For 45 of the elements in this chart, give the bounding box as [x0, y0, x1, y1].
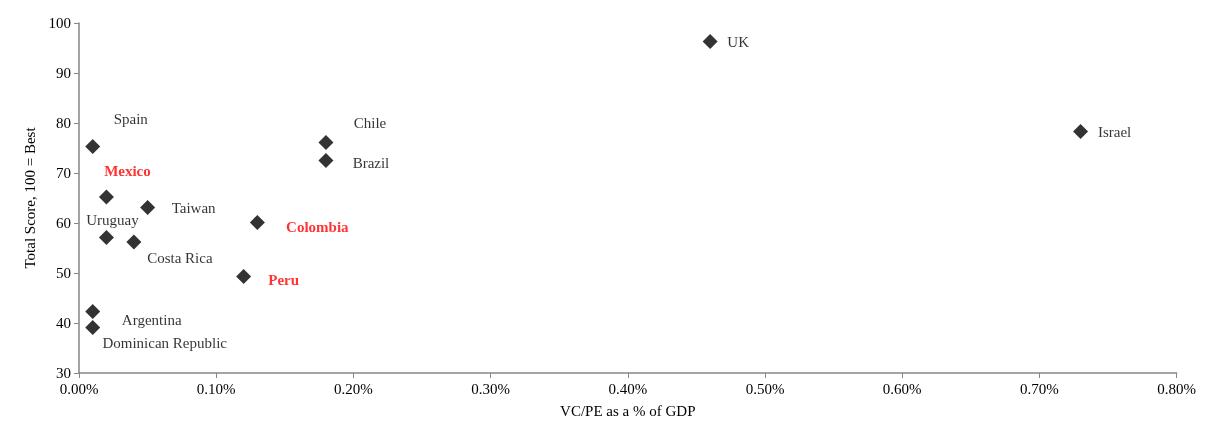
point	[140, 200, 156, 215]
point	[318, 153, 334, 168]
data-label: UK	[727, 33, 750, 50]
y-tick-label: 70	[56, 165, 71, 181]
x-tick-label: 0.70%	[1020, 380, 1059, 397]
x-tick-label: 0.00%	[59, 380, 99, 397]
x-tick-label: 0.60%	[882, 380, 922, 397]
x-tick-label: 0.10%	[196, 380, 236, 397]
y-axis-title: Total Score, 100 = Best	[21, 126, 38, 269]
data-label: Chile	[353, 114, 387, 131]
data-label: Argentina	[121, 311, 182, 328]
point	[126, 234, 142, 250]
x-tick-label: 0.80%	[1157, 380, 1196, 397]
point	[85, 320, 101, 335]
data-label: Costa Rica	[147, 250, 213, 266]
y-tick-label: 100	[48, 15, 71, 31]
x-tick-label: 0.20%	[334, 380, 373, 397]
data-label: Dominican Republic	[102, 334, 228, 351]
point	[85, 304, 101, 319]
point	[249, 215, 265, 230]
y-tick-label: 90	[56, 65, 71, 81]
y-tick-label: 30	[56, 365, 71, 381]
point	[98, 189, 114, 205]
data-label: Spain	[113, 110, 149, 127]
data-label: Colombia	[286, 218, 350, 235]
y-tick-label: 80	[56, 115, 71, 131]
y-tick-label: 50	[56, 265, 71, 281]
data-label: Uruguay	[86, 211, 140, 228]
x-tick-label: 0.30%	[471, 380, 510, 397]
data-label: Brazil	[352, 154, 390, 171]
point	[85, 139, 101, 154]
y-tick-label: 40	[56, 315, 71, 331]
point	[98, 230, 114, 245]
data-label: Israel	[1097, 123, 1132, 140]
data-label: Peru	[268, 271, 300, 288]
x-tick-label: 0.40%	[608, 380, 648, 397]
x-tick-label: 0.50%	[745, 380, 785, 397]
point	[1073, 124, 1089, 139]
data-label: Taiwan	[171, 199, 217, 216]
y-tick-label: 60	[56, 215, 71, 231]
point	[236, 269, 252, 284]
point	[318, 135, 334, 150]
point	[702, 34, 718, 49]
x-axis-title: VC/PE as a % of GDP	[560, 402, 696, 419]
data-label: Mexico	[104, 163, 151, 179]
